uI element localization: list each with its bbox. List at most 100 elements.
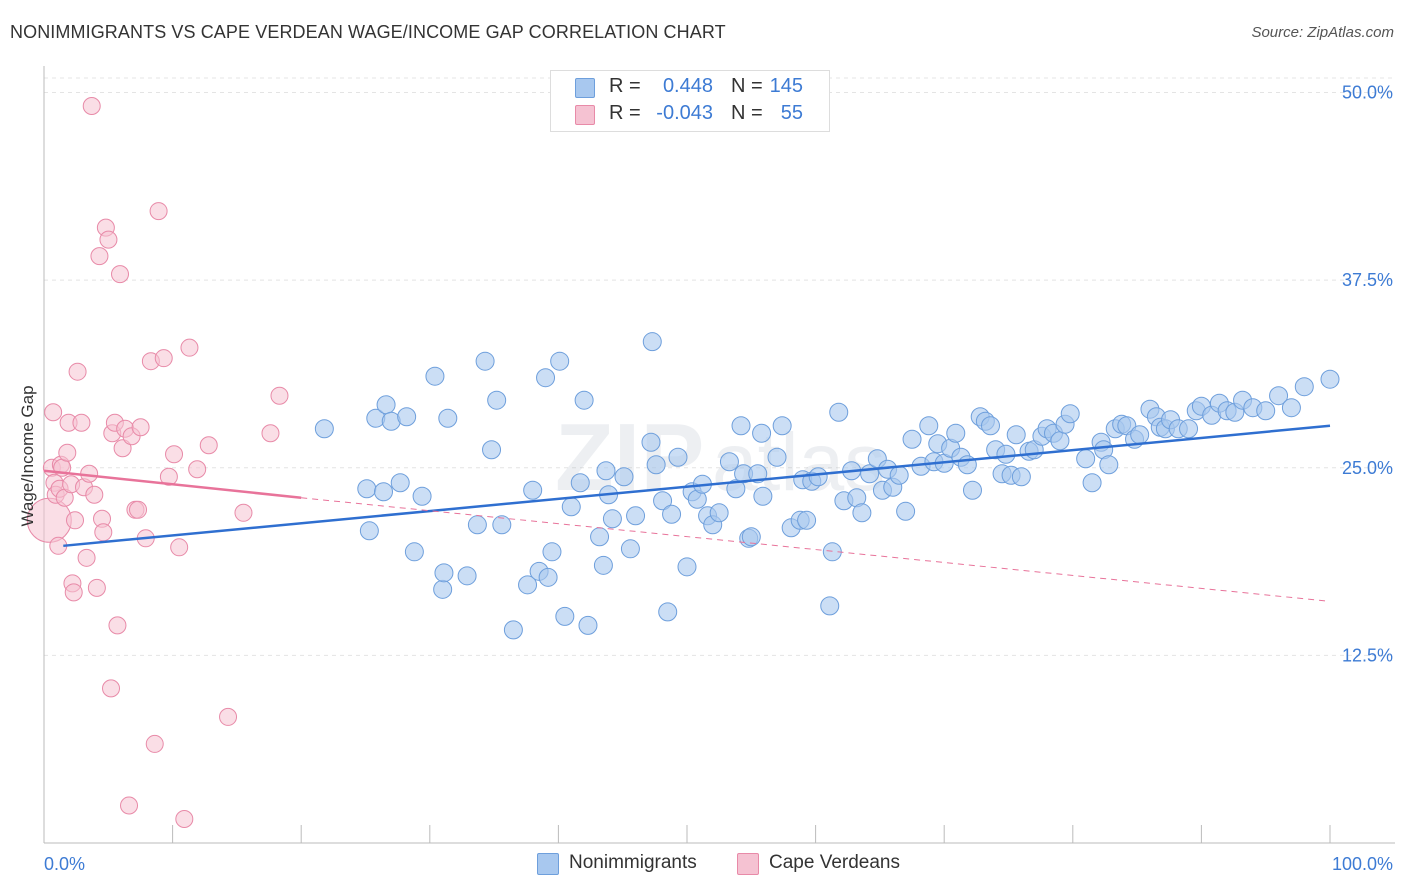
cape-verdeans-point bbox=[120, 796, 139, 815]
nonimmigrants-point bbox=[668, 447, 688, 467]
nonimmigrants-point bbox=[561, 497, 581, 517]
y-tick-label-1: 25.0% bbox=[1342, 458, 1393, 478]
nonimmigrants-point bbox=[620, 539, 640, 559]
nonimmigrants-point bbox=[653, 491, 673, 511]
nonimmigrants-point bbox=[741, 527, 761, 547]
source-credit: Source: ZipAtlas.com bbox=[1251, 24, 1394, 41]
nonimmigrants-point bbox=[412, 486, 432, 506]
cape-verdeans-point bbox=[170, 538, 189, 557]
nonimmigrants-point bbox=[1269, 386, 1289, 406]
nonimmigrants-point bbox=[433, 579, 453, 599]
legend-label: Cape Verdeans bbox=[769, 852, 900, 873]
nonimmigrants-point bbox=[475, 351, 495, 371]
nonimmigrants-point bbox=[642, 332, 662, 352]
cape-verdeans-point bbox=[180, 338, 199, 357]
nonimmigrants-point bbox=[503, 620, 523, 640]
nonimmigrants-point bbox=[808, 467, 828, 487]
nonimmigrants-point bbox=[390, 473, 410, 493]
nonimmigrants-point bbox=[626, 506, 646, 526]
x-tick-label-0: 0.0% bbox=[44, 854, 85, 874]
cape-verdeans-point bbox=[90, 247, 109, 266]
cape-verdeans-point bbox=[85, 485, 104, 504]
nonimmigrants-point bbox=[555, 606, 575, 626]
cape-verdeans-point bbox=[270, 386, 289, 405]
nonimmigrants-point bbox=[542, 542, 562, 562]
nonimmigrants-point bbox=[570, 473, 590, 493]
nonimmigrants-point bbox=[753, 486, 773, 506]
cape-verdeans-point bbox=[102, 679, 121, 698]
legend-swatch-pink bbox=[737, 853, 759, 875]
nonimmigrants-point bbox=[374, 482, 394, 502]
y-tick-label-0: 12.5% bbox=[1342, 645, 1393, 665]
cape-verdeans-point bbox=[159, 467, 178, 486]
nonimmigrants-point bbox=[404, 542, 424, 562]
nonimmigrants-point bbox=[726, 479, 746, 499]
nonimmigrants-point bbox=[709, 503, 729, 523]
nonimmigrants-point bbox=[1011, 467, 1031, 487]
cape-verdeans-point bbox=[68, 362, 87, 381]
cape-verdeans-point bbox=[165, 445, 184, 464]
series-legend: Nonimmigrants Cape Verdeans bbox=[0, 852, 1406, 878]
cape-verdeans-point bbox=[234, 503, 253, 522]
cape-verdeans-point bbox=[145, 734, 164, 753]
nonimmigrants-point bbox=[646, 455, 666, 475]
nonimmigrants-point bbox=[820, 596, 840, 616]
nonimmigrants-point bbox=[772, 416, 792, 436]
legend-r-value: -0.043 bbox=[656, 102, 713, 124]
nonimmigrants-point bbox=[487, 390, 507, 410]
cape-verdeans-point bbox=[108, 616, 127, 635]
cape-verdeans-point bbox=[66, 511, 85, 530]
cape-verdeans-point bbox=[44, 403, 63, 422]
cape-verdeans-points bbox=[26, 97, 289, 828]
nonimmigrants-point bbox=[1076, 449, 1096, 469]
nonimmigrants-point bbox=[719, 452, 739, 472]
cape-verdeans-point bbox=[199, 436, 218, 455]
cape-verdeans-point bbox=[175, 809, 194, 828]
cape-verdeans-point bbox=[261, 424, 280, 443]
nonimmigrants-point bbox=[731, 416, 751, 436]
nonimmigrants-point bbox=[1006, 425, 1026, 445]
nonimmigrants-point bbox=[962, 480, 982, 500]
nonimmigrants-point bbox=[889, 465, 909, 485]
nonimmigrants-point bbox=[946, 423, 966, 443]
legend-n-label: N = bbox=[731, 75, 763, 97]
nonimmigrants-point bbox=[425, 366, 445, 386]
y-axis-label: Wage/Income Gap bbox=[18, 385, 37, 526]
nonimmigrants-point bbox=[1060, 404, 1080, 424]
nonimmigrants-point bbox=[482, 440, 502, 460]
cape-verdeans-point bbox=[129, 500, 148, 519]
trend-lines bbox=[43, 424, 1331, 602]
nonimmigrants-point bbox=[467, 515, 487, 535]
nonimmigrants-point bbox=[1320, 369, 1340, 389]
nonimmigrants-point bbox=[748, 464, 768, 484]
nonimmigrants-point bbox=[438, 408, 458, 428]
nonimmigrants-point bbox=[1130, 425, 1150, 445]
nonimmigrants-point bbox=[602, 509, 622, 529]
correlation-legend: R = 0.448 N = 145 R = -0.043 N = 55 bbox=[550, 70, 830, 132]
nonimmigrants-point bbox=[359, 521, 379, 541]
nonimmigrants-point bbox=[797, 510, 817, 530]
legend-swatch-blue bbox=[537, 853, 559, 875]
nonimmigrants-point bbox=[593, 555, 613, 575]
nonimmigrants-point bbox=[314, 419, 334, 439]
legend-swatch-blue bbox=[575, 78, 595, 98]
nonimmigrants-point bbox=[658, 602, 678, 622]
nonimmigrants-point bbox=[518, 575, 538, 595]
nonimmigrants-point bbox=[596, 461, 616, 481]
nonimmigrants-point bbox=[376, 395, 396, 415]
cape-verdeans-point bbox=[82, 97, 101, 116]
nonimmigrants-point bbox=[578, 615, 598, 635]
cape-verdeans-point bbox=[188, 460, 207, 479]
legend-r-label: R = bbox=[609, 75, 641, 97]
tick-labels: 12.5% 25.0% 37.5% 50.0% 0.0% 100.0% bbox=[44, 83, 1393, 874]
cape-verdeans-point bbox=[219, 707, 238, 726]
nonimmigrants-point bbox=[1256, 401, 1276, 421]
nonimmigrants-point bbox=[896, 501, 916, 521]
nonimmigrants-point bbox=[434, 563, 454, 583]
nonimmigrants-point bbox=[1179, 419, 1199, 439]
gridlines bbox=[44, 77, 1395, 656]
nonimmigrants-point bbox=[1050, 431, 1070, 451]
chart-title: NONIMMIGRANTS VS CAPE VERDEAN WAGE/INCOM… bbox=[10, 22, 726, 42]
cape-verdeans-point bbox=[77, 548, 96, 567]
nonimmigrants-point bbox=[538, 567, 558, 587]
